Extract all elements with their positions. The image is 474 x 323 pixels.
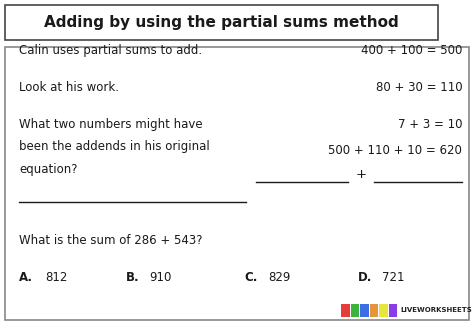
Bar xyxy=(370,304,378,317)
Text: 7 + 3 = 10: 7 + 3 = 10 xyxy=(398,118,462,131)
Bar xyxy=(389,304,397,317)
Text: been the addends in his original: been the addends in his original xyxy=(19,141,210,153)
Text: A.: A. xyxy=(19,271,33,284)
Text: D.: D. xyxy=(358,271,372,284)
Bar xyxy=(351,304,359,317)
Bar xyxy=(341,304,350,317)
Text: C.: C. xyxy=(244,271,257,284)
Text: 721: 721 xyxy=(382,271,404,284)
Text: Adding by using the partial sums method: Adding by using the partial sums method xyxy=(44,16,399,30)
Text: B.: B. xyxy=(126,271,139,284)
Text: Look at his work.: Look at his work. xyxy=(19,81,119,94)
Text: 80 + 30 = 110: 80 + 30 = 110 xyxy=(375,81,462,94)
Text: 812: 812 xyxy=(45,271,67,284)
Text: 500 + 110 + 10 = 620: 500 + 110 + 10 = 620 xyxy=(328,144,462,157)
Text: equation?: equation? xyxy=(19,163,77,176)
Text: LIVEWORKSHEETS: LIVEWORKSHEETS xyxy=(401,307,472,313)
Text: +: + xyxy=(356,168,367,181)
FancyBboxPatch shape xyxy=(5,47,469,320)
Bar xyxy=(379,304,388,317)
Text: 400 + 100 = 500: 400 + 100 = 500 xyxy=(361,44,462,57)
Text: Calin uses partial sums to add.: Calin uses partial sums to add. xyxy=(19,44,202,57)
FancyBboxPatch shape xyxy=(5,5,438,40)
Text: 829: 829 xyxy=(268,271,290,284)
Text: 910: 910 xyxy=(149,271,172,284)
Bar xyxy=(360,304,369,317)
Text: What is the sum of 286 + 543?: What is the sum of 286 + 543? xyxy=(19,234,202,247)
Text: What two numbers might have: What two numbers might have xyxy=(19,118,202,131)
